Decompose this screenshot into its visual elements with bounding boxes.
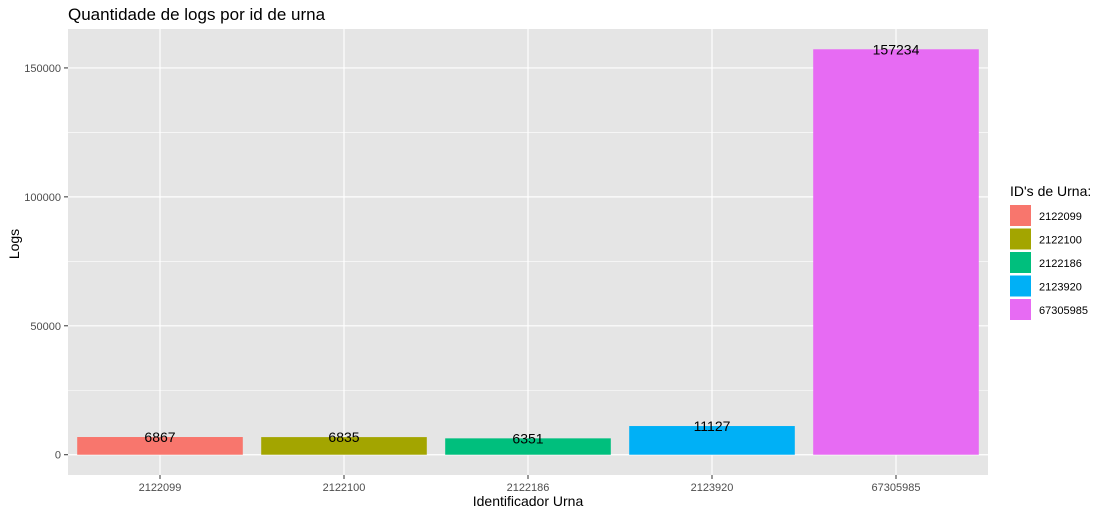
data-label-67305985: 157234 — [873, 41, 920, 57]
x-tick-label: 2122099 — [139, 482, 182, 494]
x-axis-title: Identificador Urna — [473, 493, 584, 509]
legend-swatch-2122099 — [1010, 205, 1031, 226]
legend-label-67305985: 67305985 — [1039, 305, 1088, 317]
bar-67305985 — [813, 49, 979, 455]
legend: ID's de Urna: 2122099 2122100 2122186 21239… — [1010, 183, 1091, 320]
legend-swatch-67305985 — [1010, 299, 1031, 320]
chart-title: Quantidade de logs por id de urna — [68, 5, 326, 24]
data-label-2122186: 6351 — [512, 430, 543, 446]
y-tick-label: 100000 — [24, 192, 61, 204]
x-tick-label: 67305985 — [872, 482, 921, 494]
bar-2122100 — [261, 437, 427, 455]
data-labels: 6867 6835 6351 11127 157234 — [144, 41, 919, 446]
data-label-2123920: 11127 — [694, 418, 731, 434]
y-axis-ticks: 0 50000 100000 150000 — [24, 63, 68, 462]
x-tick-label: 2122186 — [507, 482, 550, 494]
bar-2122186 — [445, 438, 611, 455]
legend-swatch-2123920 — [1010, 275, 1031, 297]
legend-label-2122186: 2122186 — [1039, 258, 1082, 270]
y-tick-label: 0 — [55, 450, 61, 462]
bar-2123920 — [629, 426, 795, 455]
legend-label-2122100: 2122100 — [1039, 235, 1082, 247]
legend-swatch-2122186 — [1010, 252, 1031, 273]
bar-2122099 — [77, 437, 243, 455]
x-tick-label: 2123920 — [691, 482, 734, 494]
legend-label-2122099: 2122099 — [1039, 211, 1082, 223]
y-axis-title: Logs — [6, 229, 22, 259]
legend-label-2123920: 2123920 — [1039, 282, 1082, 294]
bars — [77, 49, 979, 455]
y-tick-label: 50000 — [30, 321, 61, 333]
legend-title: ID's de Urna: — [1010, 183, 1091, 199]
x-axis-ticks: 2122099 2122100 2122186 2123920 67305985 — [139, 475, 921, 494]
legend-swatch-2122100 — [1010, 228, 1031, 250]
data-label-2122099: 6867 — [144, 429, 175, 445]
x-tick-label: 2122100 — [323, 482, 366, 494]
data-label-2122100: 6835 — [328, 429, 359, 445]
y-tick-label: 150000 — [24, 63, 61, 75]
